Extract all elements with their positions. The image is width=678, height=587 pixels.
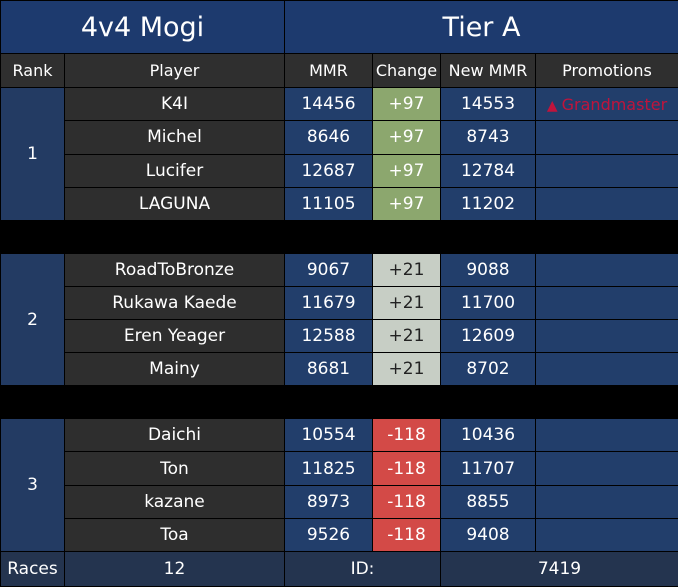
change-value: +97 bbox=[372, 186, 441, 221]
table-row: 1 K4I 14456 +97 14553 ▲ Grandmaster bbox=[0, 87, 678, 221]
player-name: K4I bbox=[64, 87, 285, 122]
table-row: Mainy 8681 +21 8702 bbox=[1, 352, 678, 387]
promotion-cell bbox=[535, 517, 678, 552]
races-label: Races bbox=[0, 550, 65, 587]
mmr-value: 14456 bbox=[284, 87, 373, 122]
change-value: +97 bbox=[372, 153, 441, 188]
mmr-header: MMR bbox=[284, 53, 373, 89]
new-mmr-value: 12784 bbox=[440, 153, 536, 188]
promotion-cell bbox=[535, 484, 678, 519]
player-name: RoadToBronze bbox=[64, 252, 285, 287]
tier-title: Tier A bbox=[284, 0, 678, 55]
new-mmr-value: 8855 bbox=[440, 484, 536, 519]
races-value: 12 bbox=[64, 550, 285, 587]
player-name: Michel bbox=[64, 120, 285, 155]
promotion-cell bbox=[535, 120, 678, 155]
change-value: +21 bbox=[372, 285, 441, 321]
separator-cell bbox=[0, 219, 678, 254]
footer-row: Races 12 ID: 7419 bbox=[0, 550, 678, 587]
player-name: Rukawa Kaede bbox=[64, 285, 285, 321]
change-value: +21 bbox=[372, 252, 441, 287]
new-mmr-value: 12609 bbox=[440, 319, 536, 354]
player-name: kazane bbox=[64, 484, 285, 519]
mmr-value: 8973 bbox=[284, 484, 373, 519]
mmr-value: 9526 bbox=[284, 517, 373, 552]
rank-header: Rank bbox=[0, 53, 65, 89]
mmr-value: 11105 bbox=[284, 186, 373, 221]
separator-cell bbox=[0, 385, 678, 420]
change-value: +97 bbox=[372, 120, 441, 155]
change-value: -118 bbox=[372, 517, 441, 552]
team-rank: 2 bbox=[0, 252, 65, 387]
table-row: kazane 8973 -118 8855 bbox=[1, 484, 678, 519]
promotion-cell bbox=[535, 186, 678, 221]
table-row: Toa 9526 -118 9408 bbox=[1, 517, 678, 552]
title-row: 4v4 Mogi Tier A bbox=[0, 0, 678, 55]
id-label: ID: bbox=[284, 550, 441, 587]
team-separator bbox=[0, 219, 678, 254]
change-value: -118 bbox=[372, 418, 441, 453]
table-row: Michel 8646 +97 8743 bbox=[1, 120, 678, 155]
player-name: LAGUNA bbox=[64, 186, 285, 221]
player-name: Eren Yeager bbox=[64, 319, 285, 354]
change-value: +21 bbox=[372, 319, 441, 354]
promotion-cell bbox=[535, 153, 678, 188]
mmr-value: 12588 bbox=[284, 319, 373, 354]
team-rank: 3 bbox=[0, 418, 65, 552]
promotion-label: Grandmaster bbox=[561, 94, 668, 114]
team-rank: 1 bbox=[0, 87, 65, 221]
promotion-cell bbox=[535, 451, 678, 486]
new-mmr-value: 11707 bbox=[440, 451, 536, 486]
promotion-cell: ▲ Grandmaster bbox=[535, 87, 678, 122]
change-value: -118 bbox=[372, 451, 441, 486]
player-name: Ton bbox=[64, 451, 285, 486]
mmr-value: 10554 bbox=[284, 418, 373, 453]
promotion-cell bbox=[535, 418, 678, 453]
mmr-value: 11679 bbox=[284, 285, 373, 321]
player-header: Player bbox=[64, 53, 285, 89]
mmr-value: 8681 bbox=[284, 352, 373, 387]
new-mmr-value: 9408 bbox=[440, 517, 536, 552]
mmr-value: 11825 bbox=[284, 451, 373, 486]
new-mmr-value: 9088 bbox=[440, 252, 536, 287]
table-row: Eren Yeager 12588 +21 12609 bbox=[1, 319, 678, 354]
new-mmr-value: 14553 bbox=[440, 87, 536, 122]
table-row: 3 Daichi 10554 -118 10436 bbox=[0, 418, 678, 552]
table-row: Ton 11825 -118 11707 bbox=[1, 451, 678, 486]
table-row: 2 RoadToBronze 9067 +21 9088 bbox=[0, 252, 678, 387]
change-header: Change bbox=[372, 53, 441, 89]
player-name: Daichi bbox=[64, 418, 285, 453]
id-value: 7419 bbox=[440, 550, 678, 587]
team-separator bbox=[0, 385, 678, 420]
column-header-row: Rank Player MMR Change New MMR Promotion… bbox=[0, 53, 678, 89]
change-value: -118 bbox=[372, 484, 441, 519]
new-mmr-header: New MMR bbox=[440, 53, 536, 89]
player-name: Mainy bbox=[64, 352, 285, 387]
player-name: Lucifer bbox=[64, 153, 285, 188]
mmr-value: 9067 bbox=[284, 252, 373, 287]
new-mmr-value: 10436 bbox=[440, 418, 536, 453]
table-row: Rukawa Kaede 11679 +21 11700 bbox=[1, 285, 678, 321]
mmr-value: 12687 bbox=[284, 153, 373, 188]
new-mmr-value: 11202 bbox=[440, 186, 536, 221]
promotion-cell bbox=[535, 252, 678, 287]
promotion-cell bbox=[535, 319, 678, 354]
promotion-cell bbox=[535, 352, 678, 387]
mmr-value: 8646 bbox=[284, 120, 373, 155]
table-row: LAGUNA 11105 +97 11202 bbox=[1, 186, 678, 221]
change-value: +21 bbox=[372, 352, 441, 387]
new-mmr-value: 8743 bbox=[440, 120, 536, 155]
change-value: +97 bbox=[372, 87, 441, 122]
new-mmr-value: 8702 bbox=[440, 352, 536, 387]
table-row: Lucifer 12687 +97 12784 bbox=[1, 153, 678, 188]
new-mmr-value: 11700 bbox=[440, 285, 536, 321]
promotion-cell bbox=[535, 285, 678, 321]
format-title: 4v4 Mogi bbox=[0, 0, 285, 55]
up-triangle-icon: ▲ bbox=[546, 97, 558, 114]
promotions-header: Promotions bbox=[535, 53, 678, 89]
player-name: Toa bbox=[64, 517, 285, 552]
